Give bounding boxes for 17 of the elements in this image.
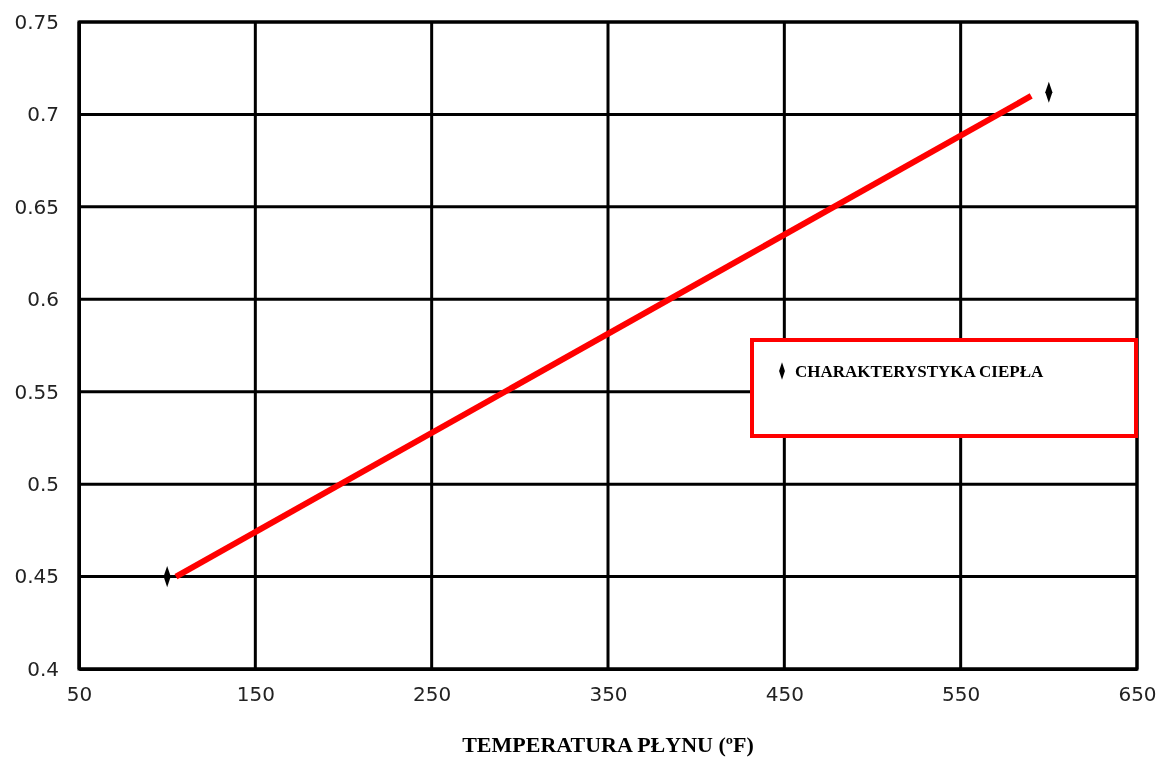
x-tick-label: 50 xyxy=(66,682,93,707)
x-tick-label: 350 xyxy=(589,682,628,707)
y-tick-label: 0.4 xyxy=(27,656,59,681)
x-tick-label: 550 xyxy=(942,682,981,707)
x-tick-label: 650 xyxy=(1118,682,1157,707)
legend-label: CHARAKTERYSTYKA CIEPŁA xyxy=(795,362,1045,381)
x-tick-label: 250 xyxy=(413,682,452,707)
y-tick-label: 0.7 xyxy=(27,102,59,127)
y-tick-label: 0.5 xyxy=(27,472,59,497)
y-tick-label: 0.45 xyxy=(14,564,59,589)
x-tick-label: 450 xyxy=(765,682,804,707)
x-tick-label: 150 xyxy=(236,682,275,707)
y-tick-label: 0.6 xyxy=(27,287,59,312)
y-tick-label: 0.55 xyxy=(14,379,59,404)
x-axis-title: TEMPERATURA PŁYNU (ºF) xyxy=(462,732,754,757)
y-tick-label: 0.75 xyxy=(14,9,59,34)
y-tick-label: 0.65 xyxy=(14,194,59,219)
